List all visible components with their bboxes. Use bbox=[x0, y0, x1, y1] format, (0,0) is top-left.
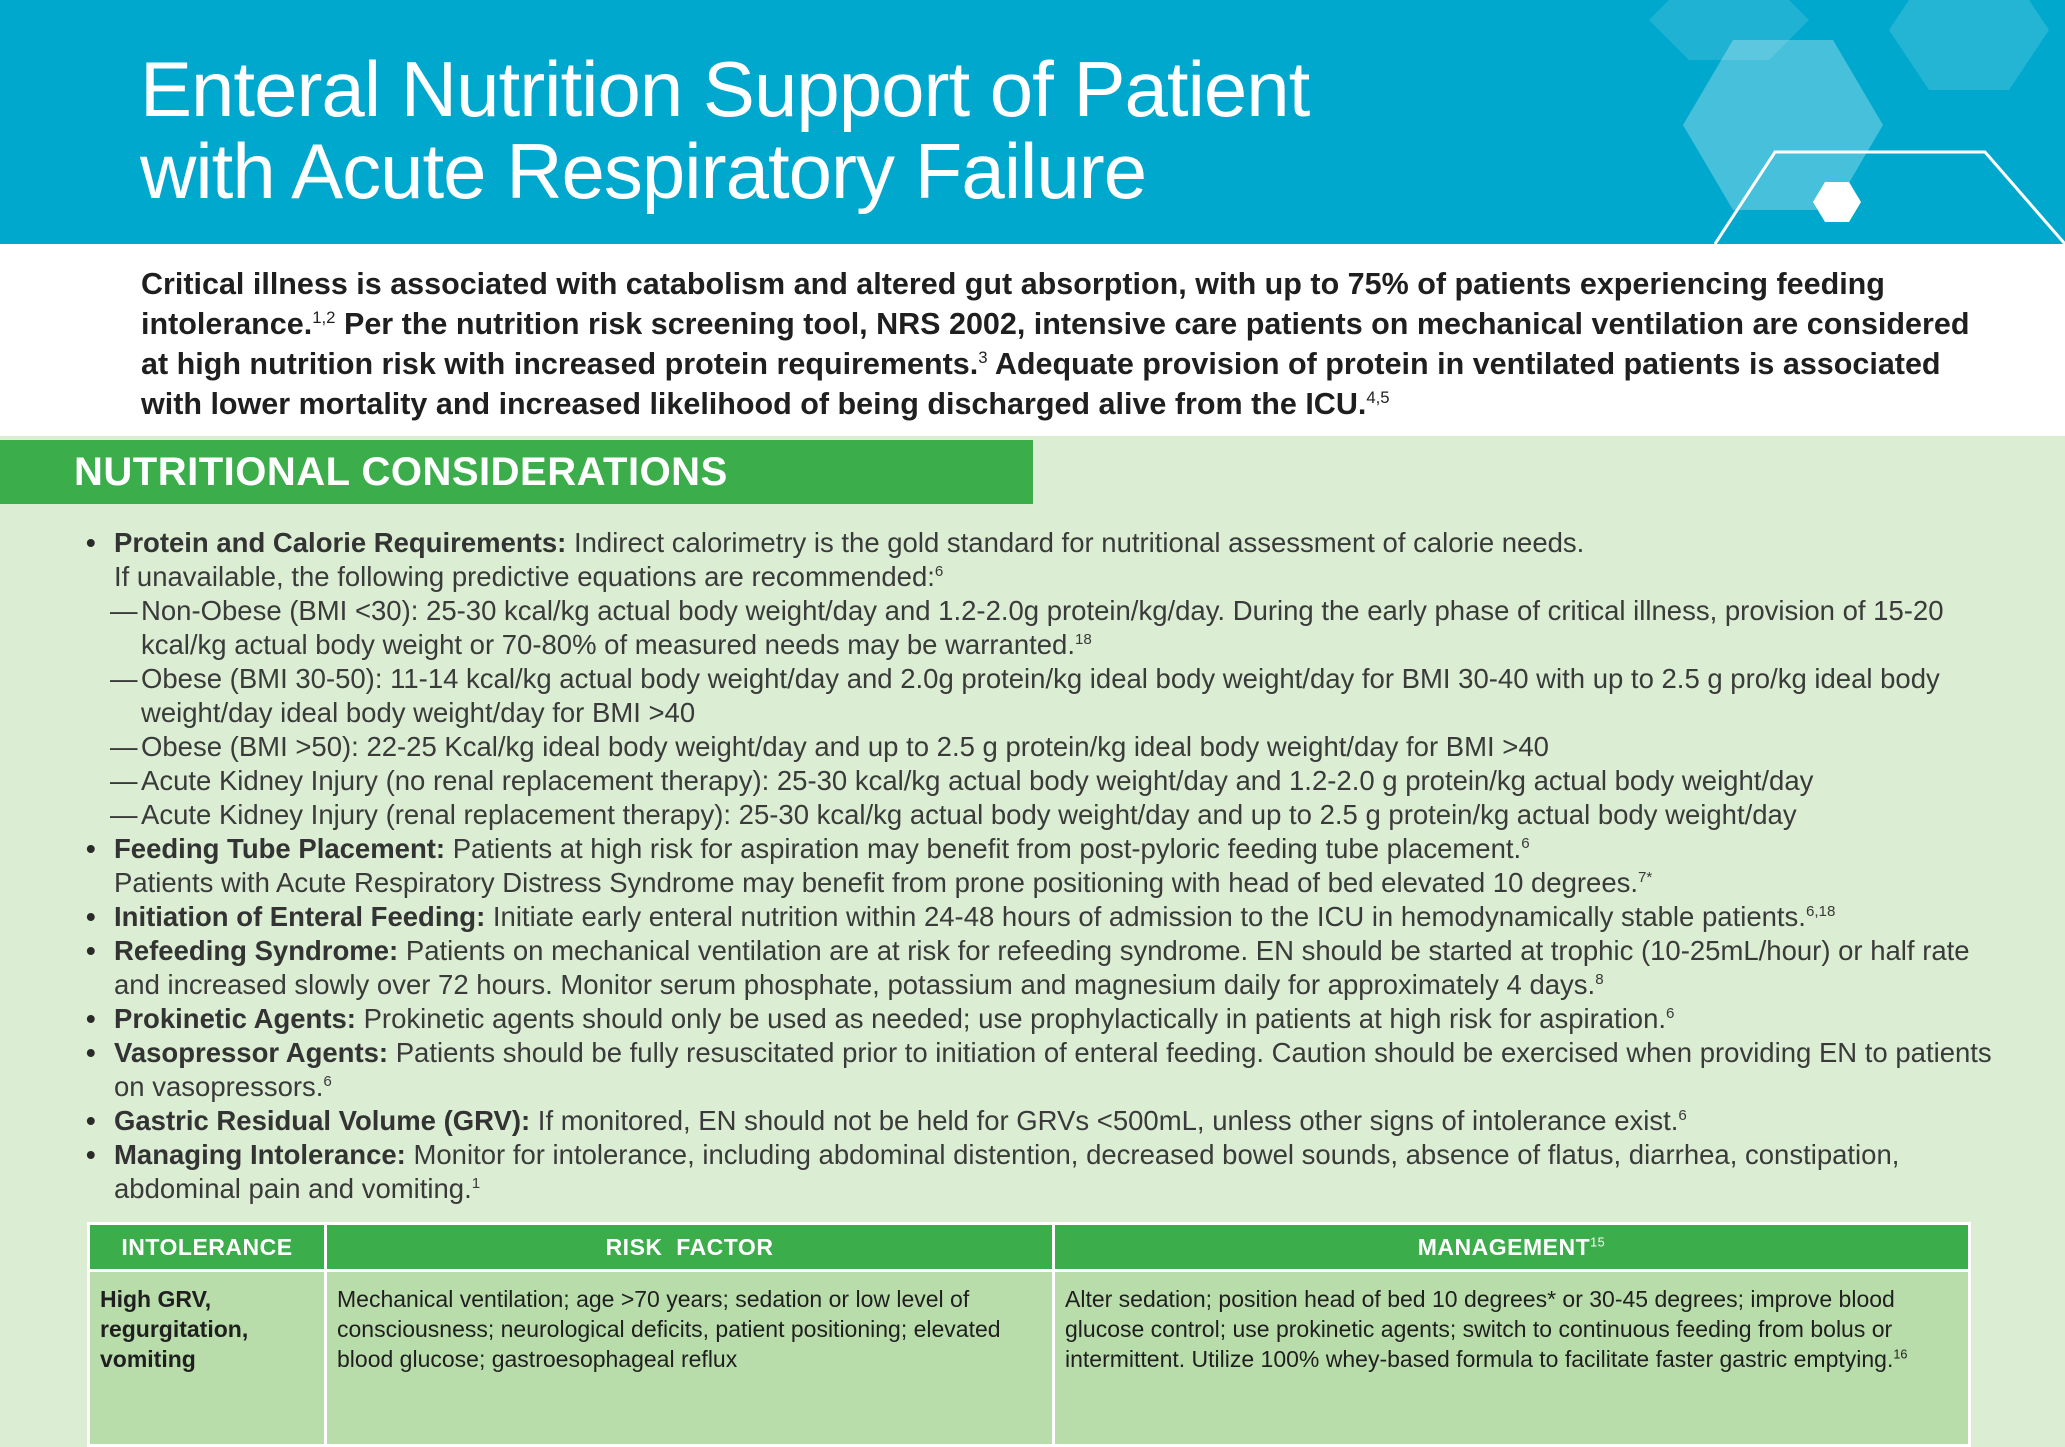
sub-item-aki-rrt: Acute Kidney Injury (renal replacement t… bbox=[110, 798, 2006, 832]
sub-item-text: Obese (BMI >50): 22-25 Kcal/kg ideal bod… bbox=[141, 731, 1549, 762]
item-ref: 6 bbox=[1521, 834, 1530, 852]
intro-paragraph: Critical illness is associated with cata… bbox=[141, 264, 1981, 424]
item-label: Gastric Residual Volume (GRV): bbox=[114, 1105, 531, 1136]
sub-item-ref: 18 bbox=[1075, 630, 1092, 648]
item-ref-2: 7* bbox=[1638, 868, 1653, 886]
list-item-intolerance: Managing Intolerance: Monitor for intole… bbox=[86, 1138, 2006, 1206]
item-label: Protein and Calorie Requirements: bbox=[114, 527, 567, 558]
intro-ref-2: 3 bbox=[978, 347, 988, 367]
header-banner: Enteral Nutrition Support of Patient wit… bbox=[0, 0, 2065, 244]
cell-risk-factor: Mechanical ventilation; age >70 years; s… bbox=[324, 1269, 1055, 1447]
sub-item-non-obese: Non-Obese (BMI <30): 25-30 kcal/kg actua… bbox=[110, 594, 2006, 662]
sub-item-text: Non-Obese (BMI <30): 25-30 kcal/kg actua… bbox=[141, 595, 1944, 660]
intro-section: Critical illness is associated with cata… bbox=[0, 244, 2065, 436]
list-item-refeeding: Refeeding Syndrome: Patients on mechanic… bbox=[86, 934, 2006, 1002]
sub-item-obese-30-50: Obese (BMI 30-50): 11-14 kcal/kg actual … bbox=[110, 662, 2006, 730]
item-label: Prokinetic Agents: bbox=[114, 1003, 356, 1034]
sub-item-obese-over-50: Obese (BMI >50): 22-25 Kcal/kg ideal bod… bbox=[110, 730, 2006, 764]
item-ref: 6 bbox=[1678, 1106, 1687, 1124]
sub-item-text: Obese (BMI 30-50): 11-14 kcal/kg actual … bbox=[141, 663, 1940, 728]
intro-sentence-1: Critical illness is associated with cata… bbox=[141, 267, 1885, 341]
sub-item-text: Acute Kidney Injury (no renal replacemen… bbox=[141, 765, 1814, 796]
header-risk-label: RISK FACTOR bbox=[605, 1233, 774, 1260]
item-text: If monitored, EN should not be held for … bbox=[530, 1105, 1679, 1136]
section-title: NUTRITIONAL CONSIDERATIONS bbox=[74, 450, 728, 494]
hexagon-decoration-icon bbox=[1649, 0, 2065, 244]
header-management: MANAGEMENT15 bbox=[1052, 1222, 1971, 1272]
item-text: Initiate early enteral nutrition within … bbox=[485, 901, 1806, 932]
page-title: Enteral Nutrition Support of Patient wit… bbox=[140, 45, 1310, 215]
item-ref: 6 bbox=[323, 1072, 332, 1090]
item-ref: 6 bbox=[934, 562, 944, 580]
item-text-continued: If unavailable, the following predictive… bbox=[114, 561, 935, 592]
table-header-row: INTOLERANCE RISK FACTOR MANAGEMENT15 bbox=[87, 1222, 1971, 1272]
list-item-vasopressor: Vasopressor Agents: Patients should be f… bbox=[86, 1036, 2006, 1104]
cell-intolerance: High GRV, regurgitation, vomiting bbox=[87, 1269, 327, 1447]
item-label: Initiation of Enteral Feeding: bbox=[114, 901, 486, 932]
item-text: Monitor for intolerance, including abdom… bbox=[114, 1139, 1900, 1204]
intro-sentence-2: Per the nutrition risk screening tool, N… bbox=[141, 307, 1970, 381]
item-text: Patients should be fully resuscitated pr… bbox=[114, 1037, 1992, 1102]
item-ref: 6 bbox=[1666, 1004, 1675, 1022]
item-text: Patients at high risk for aspiration may… bbox=[445, 833, 1522, 864]
title-line-2: with Acute Respiratory Failure bbox=[140, 127, 1147, 215]
sub-item-text: Acute Kidney Injury (renal replacement t… bbox=[141, 799, 1797, 830]
header-intolerance: INTOLERANCE bbox=[87, 1222, 327, 1272]
item-text: Prokinetic agents should only be used as… bbox=[355, 1003, 1667, 1034]
item-text: Indirect calorimetry is the gold standar… bbox=[566, 527, 1585, 558]
item-label: Feeding Tube Placement: bbox=[114, 833, 446, 864]
cell-management-text: Alter sedation; position head of bed 10 … bbox=[1065, 1286, 1895, 1372]
intolerance-table: INTOLERANCE RISK FACTOR MANAGEMENT15 Hig… bbox=[87, 1222, 1971, 1447]
header-risk-factor: RISK FACTOR bbox=[324, 1222, 1055, 1272]
header-management-ref: 15 bbox=[1590, 1234, 1606, 1249]
list-item-feeding-tube: Feeding Tube Placement: Patients at high… bbox=[86, 832, 2006, 900]
list-item-initiation: Initiation of Enteral Feeding: Initiate … bbox=[86, 900, 2006, 934]
item-label: Vasopressor Agents: bbox=[114, 1037, 389, 1068]
item-ref: 1 bbox=[471, 1174, 481, 1192]
considerations-list: Protein and Calorie Requirements: Indire… bbox=[86, 526, 2006, 1206]
item-label: Refeeding Syndrome: bbox=[114, 935, 399, 966]
list-item-protein-calorie: Protein and Calorie Requirements: Indire… bbox=[86, 526, 2006, 832]
list-item-grv: Gastric Residual Volume (GRV): If monito… bbox=[86, 1104, 2006, 1138]
intro-ref-3: 4,5 bbox=[1366, 387, 1390, 407]
item-ref: 6,18 bbox=[1805, 902, 1836, 920]
cell-management: Alter sedation; position head of bed 10 … bbox=[1052, 1269, 1971, 1447]
item-ref: 8 bbox=[1595, 970, 1604, 988]
item-text: Patients on mechanical ventilation are a… bbox=[114, 935, 1970, 1000]
cell-management-ref: 16 bbox=[1893, 1347, 1908, 1362]
list-item-prokinetic: Prokinetic Agents: Prokinetic agents sho… bbox=[86, 1002, 2006, 1036]
intro-sentence-3: Adequate provision of protein in ventila… bbox=[141, 347, 1941, 421]
item-label: Managing Intolerance: bbox=[114, 1139, 406, 1170]
intro-ref-1: 1,2 bbox=[312, 307, 336, 327]
sub-list: Non-Obese (BMI <30): 25-30 kcal/kg actua… bbox=[110, 594, 2006, 832]
table-row: High GRV, regurgitation, vomiting Mechan… bbox=[87, 1269, 1971, 1447]
item-text-continued: Patients with Acute Respiratory Distress… bbox=[114, 867, 1639, 898]
sub-item-aki-no-rrt: Acute Kidney Injury (no renal replacemen… bbox=[110, 764, 2006, 798]
header-management-label: MANAGEMENT bbox=[1417, 1233, 1591, 1260]
section-header-bar: NUTRITIONAL CONSIDERATIONS bbox=[0, 440, 1033, 504]
title-line-1: Enteral Nutrition Support of Patient bbox=[140, 45, 1310, 133]
